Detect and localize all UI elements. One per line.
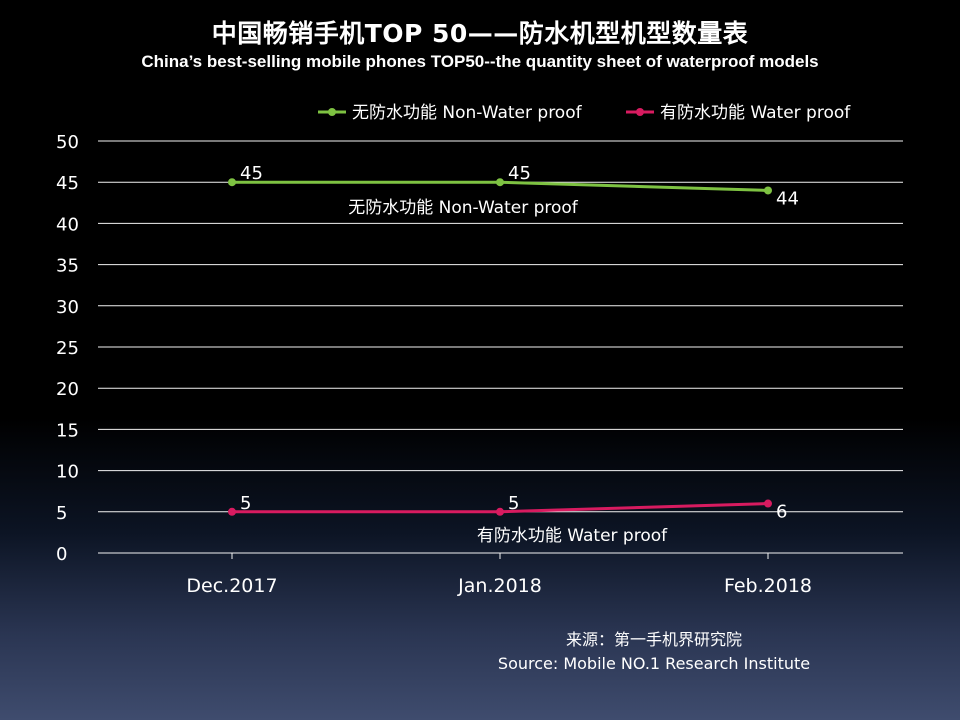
- y-tick-label: 30: [56, 297, 79, 318]
- series-inline-label: 有防水功能 Water proof: [477, 526, 668, 546]
- y-tick-label: 50: [56, 132, 79, 153]
- data-label: 6: [776, 502, 787, 523]
- grid-lines: [98, 140, 903, 554]
- y-tick-label: 15: [56, 420, 79, 441]
- source-line-cn: 来源：第一手机界研究院: [565, 630, 742, 649]
- y-tick-label: 10: [56, 462, 79, 483]
- series-inline-label: 无防水功能 Non-Water proof: [348, 198, 579, 218]
- x-tick-label: Dec.2017: [186, 575, 277, 597]
- legend: 无防水功能 Non-Water proof 有防水功能 Water proof: [318, 103, 851, 123]
- legend-marker: [636, 108, 644, 116]
- data-point: [764, 499, 772, 508]
- legend-label: 无防水功能 Non-Water proof: [352, 103, 583, 123]
- x-tick-label: Feb.2018: [724, 575, 812, 597]
- data-label: 5: [508, 493, 519, 514]
- y-tick-label: 45: [56, 173, 79, 194]
- legend-marker: [328, 108, 336, 116]
- y-tick-label: 35: [56, 256, 79, 277]
- y-tick-label: 5: [56, 503, 67, 524]
- y-tick-label: 0: [56, 544, 67, 565]
- y-axis: 0 5 10 15 20 25 30 35 40 45 50: [56, 132, 79, 565]
- chart-title: 中国畅销手机TOP 50——防水机型机型数量表: [211, 19, 749, 48]
- data-point: [496, 178, 504, 187]
- series-group: 45 45 44 无防水功能 Non-Water proof 5 5 6 有防水功能 Wate…: [228, 163, 799, 546]
- data-label: 5: [240, 493, 251, 514]
- source-line-en: Source: Mobile NO.1 Research Institute: [497, 654, 811, 673]
- data-label: 45: [508, 163, 531, 184]
- chart-subtitle: China’s best-selling mobile phones TOP50…: [141, 52, 819, 71]
- y-tick-label: 40: [56, 214, 79, 235]
- x-tick-label: Jan.2018: [457, 575, 542, 597]
- x-axis: Dec.2017 Jan.2018 Feb.2018: [186, 553, 812, 597]
- source-note: 来源：第一手机界研究院 Source: Mobile NO.1 Research…: [444, 628, 864, 676]
- data-point: [228, 178, 236, 187]
- data-point: [496, 507, 504, 516]
- data-point: [228, 507, 236, 516]
- legend-label: 有防水功能 Water proof: [660, 103, 851, 123]
- y-tick-label: 20: [56, 379, 79, 400]
- data-label: 45: [240, 163, 263, 184]
- data-point: [764, 186, 772, 195]
- y-tick-label: 25: [56, 338, 79, 359]
- data-label: 44: [776, 188, 799, 209]
